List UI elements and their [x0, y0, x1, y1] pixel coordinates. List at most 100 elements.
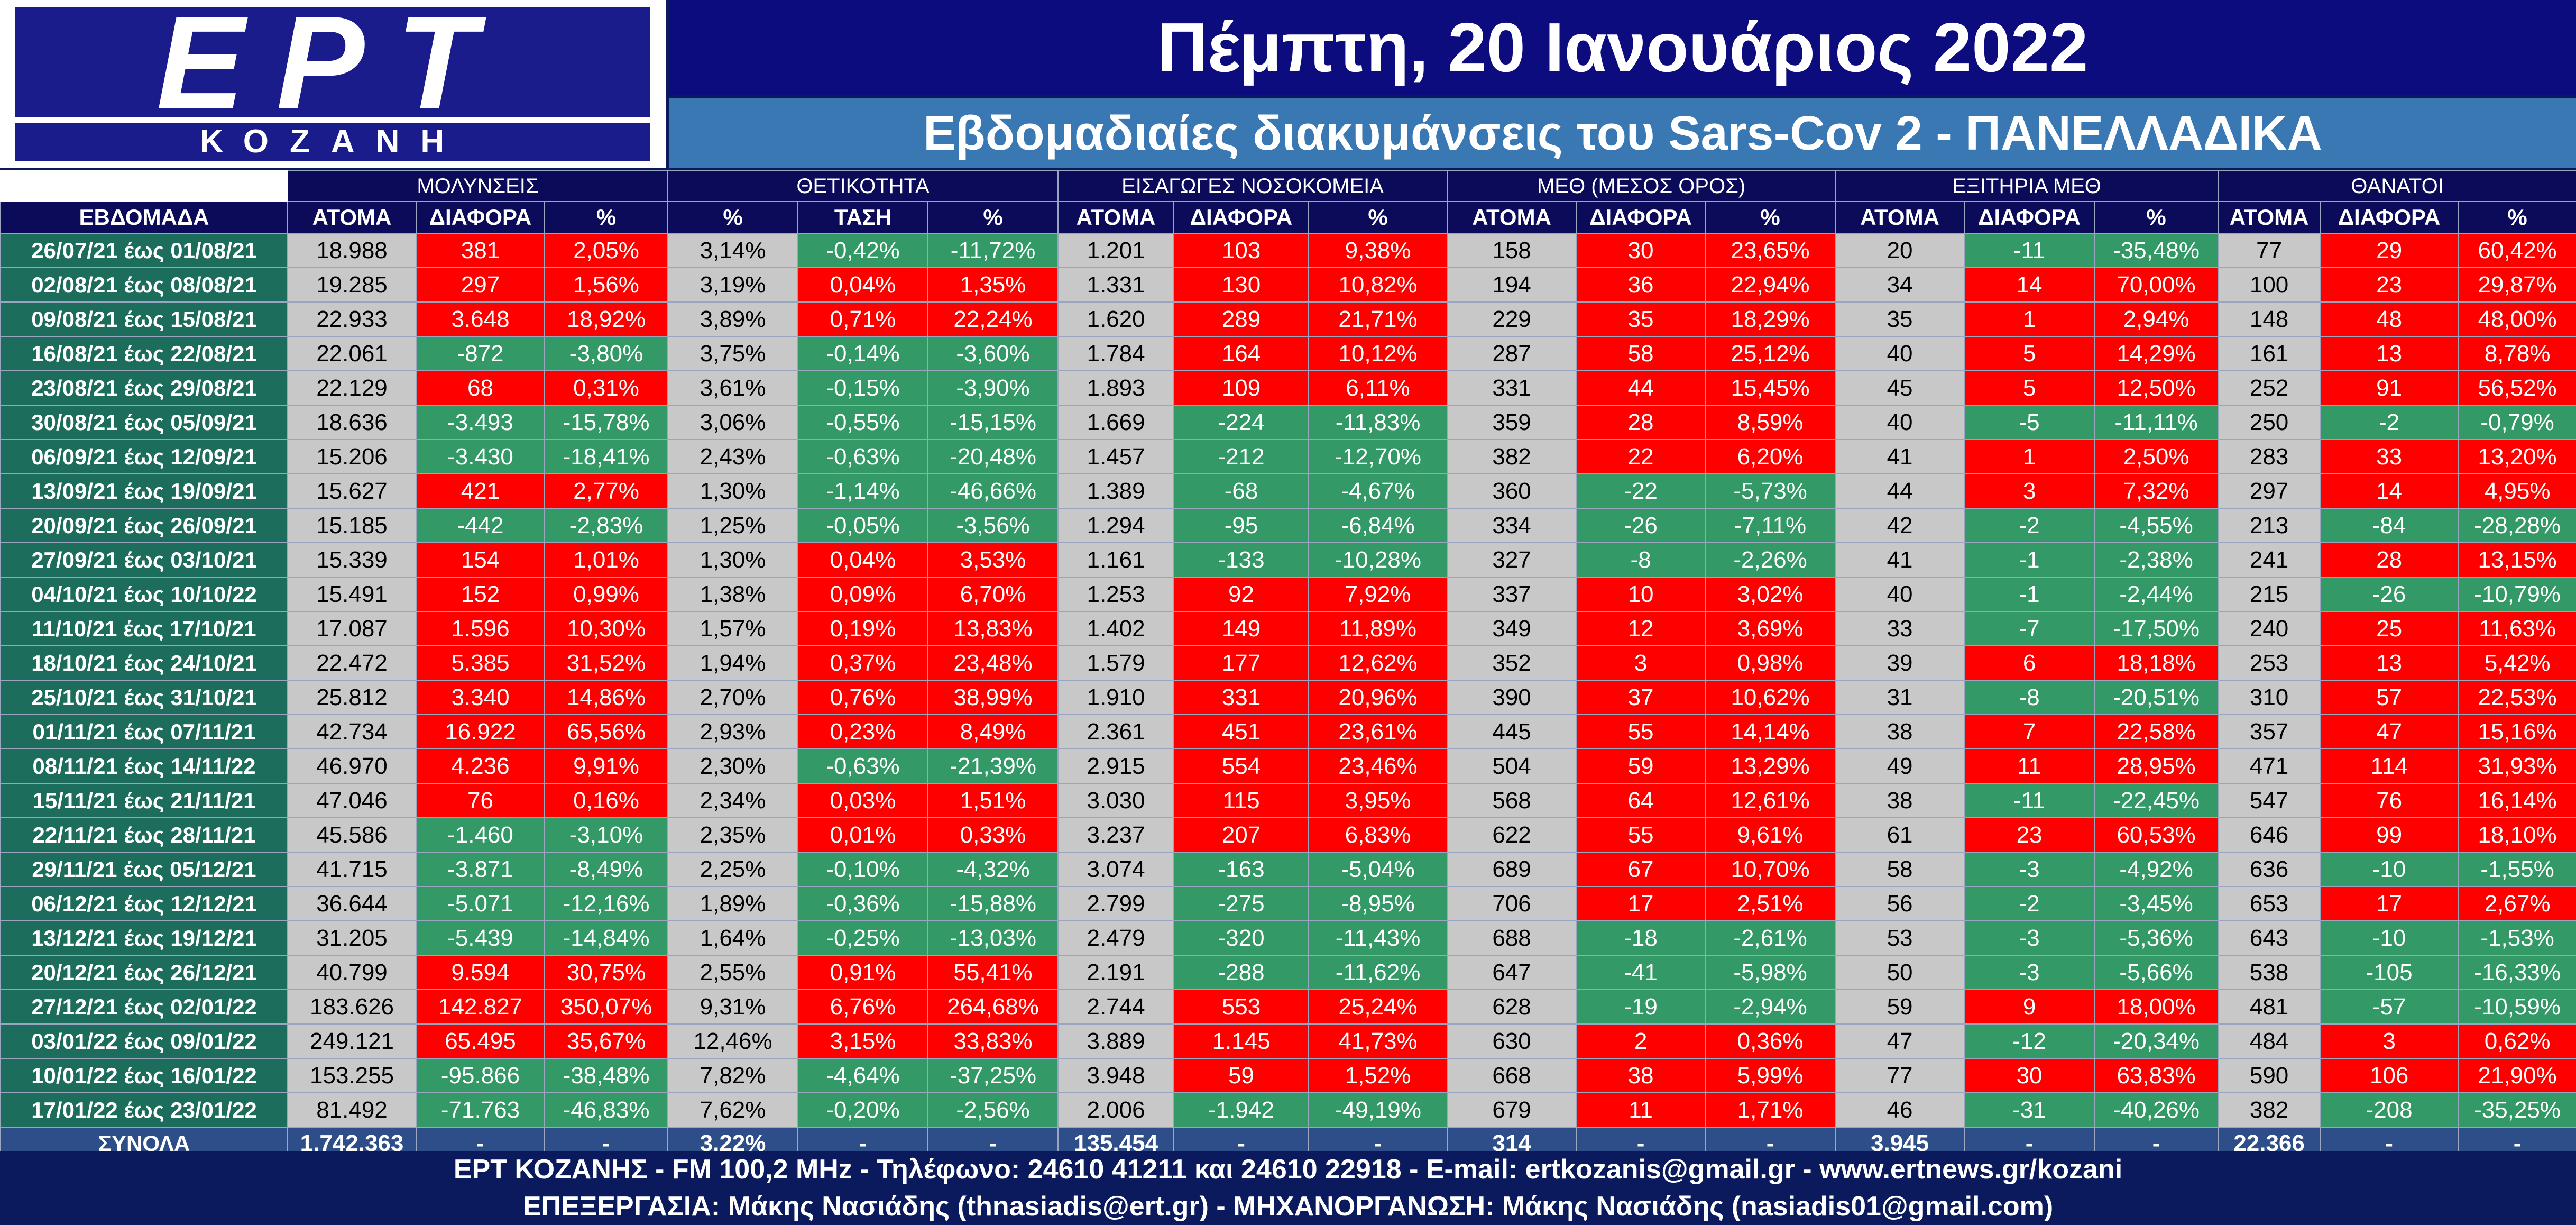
- week-label: 30/08/21 έως 05/09/21: [0, 405, 288, 440]
- table-cell: 38: [1835, 714, 1965, 749]
- table-cell: 689: [1447, 852, 1577, 887]
- group-header-blank: [0, 170, 288, 202]
- footer-credits-line: ΕΠΕΞΕΡΓΑΣΙΑ: Μάκης Νασιάδης (thnasiadis@…: [522, 1191, 2054, 1222]
- table-cell: -4,67%: [1308, 473, 1448, 509]
- table-cell: 10,12%: [1308, 336, 1448, 371]
- table-cell: 22,58%: [2094, 714, 2219, 749]
- table-cell: -3: [1964, 852, 2095, 887]
- table-cell: -320: [1173, 920, 1310, 956]
- table-cell: -3,56%: [927, 508, 1059, 543]
- table-cell: -16,33%: [2458, 955, 2576, 990]
- table-cell: -35,25%: [2458, 1092, 2576, 1128]
- logo-main-text: ΕΡΤ: [15, 0, 650, 129]
- page-subtitle: Εβδομαδιαίες διακυμάνσεις του Sars-Cov 2…: [669, 98, 2576, 168]
- table-cell: -872: [416, 336, 545, 371]
- table-cell: 18.988: [287, 233, 417, 268]
- table-cell: 1,52%: [1308, 1058, 1448, 1093]
- table-cell: 30: [1576, 233, 1706, 268]
- table-cell: 622: [1447, 817, 1577, 853]
- table-cell: 21,71%: [1308, 301, 1448, 337]
- week-label: 26/07/21 έως 01/08/21: [0, 233, 288, 268]
- table-cell: 2,25%: [667, 852, 799, 887]
- table-cell: 9,91%: [544, 748, 669, 784]
- table-row: 02/08/21 έως 08/08/21 19.285 297 1,56% 3,19%…: [0, 267, 2576, 303]
- table-cell: 2.191: [1057, 955, 1175, 990]
- table-cell: 31.205: [287, 920, 417, 956]
- table-cell: 50: [1835, 955, 1965, 990]
- week-label: 10/01/22 έως 16/01/22: [0, 1058, 288, 1093]
- table-cell: 41,73%: [1308, 1023, 1448, 1059]
- table-cell: 0,09%: [797, 577, 929, 612]
- table-cell: 1,30%: [667, 473, 799, 509]
- table-cell: 33: [2320, 439, 2459, 474]
- table-row: 29/11/21 έως 05/12/21 41.715 -3.871 -8,49% 2…: [0, 852, 2576, 887]
- table-cell: 46: [1835, 1092, 1965, 1128]
- table-cell: 29: [2320, 233, 2459, 268]
- table-cell: -71.763: [416, 1092, 545, 1128]
- table-cell: 289: [1173, 301, 1310, 337]
- table-cell: -2,83%: [544, 508, 669, 543]
- table-cell: 3,89%: [667, 301, 799, 337]
- table-cell: 76: [2320, 783, 2459, 818]
- column-header-13: ΑΤΟΜΑ: [1835, 201, 1965, 234]
- table-cell: 40: [1835, 336, 1965, 371]
- table-cell: 3,15%: [797, 1023, 929, 1059]
- table-cell: 13: [2320, 336, 2459, 371]
- table-cell: 28: [1576, 405, 1706, 440]
- table-cell: 229: [1447, 301, 1577, 337]
- table-cell: 3,19%: [667, 267, 799, 303]
- table-cell: 2,05%: [544, 233, 669, 268]
- table-cell: -212: [1173, 439, 1310, 474]
- footer: ΕΡΤ ΚΟΖΑΝΗΣ - FM 100,2 MHz - Τηλέφωνο: 2…: [0, 1151, 2576, 1225]
- column-header-7: ΑΤΟΜΑ: [1057, 201, 1175, 234]
- table-cell: 38,99%: [927, 680, 1059, 715]
- table-cell: 100: [2218, 267, 2321, 303]
- table-cell: 8,78%: [2458, 336, 2576, 371]
- table-cell: -3.430: [416, 439, 545, 474]
- table-cell: 18.636: [287, 405, 417, 440]
- table-cell: 5: [1964, 370, 2095, 406]
- table-cell: 2.006: [1057, 1092, 1175, 1128]
- week-label: 16/08/21 έως 22/08/21: [0, 336, 288, 371]
- table-cell: -8,95%: [1308, 886, 1448, 921]
- table-cell: 44: [1576, 370, 1706, 406]
- table-cell: 2,43%: [667, 439, 799, 474]
- table-cell: 12: [1576, 611, 1706, 646]
- table-cell: -0,63%: [797, 439, 929, 474]
- table-cell: 22.129: [287, 370, 417, 406]
- table-cell: 40.799: [287, 955, 417, 990]
- week-label: 27/09/21 έως 03/10/21: [0, 542, 288, 578]
- table-cell: 2,50%: [2094, 439, 2219, 474]
- table-cell: 0,16%: [544, 783, 669, 818]
- table-cell: -0,14%: [797, 336, 929, 371]
- table-cell: 1,57%: [667, 611, 799, 646]
- table-cell: -0,55%: [797, 405, 929, 440]
- table-cell: 554: [1173, 748, 1310, 784]
- table-cell: 34: [1835, 267, 1965, 303]
- table-cell: 1,51%: [927, 783, 1059, 818]
- week-label: 09/08/21 έως 15/08/21: [0, 301, 288, 337]
- week-label: 27/12/21 έως 02/01/22: [0, 989, 288, 1025]
- table-cell: 42.734: [287, 714, 417, 749]
- table-cell: 647: [1447, 955, 1577, 990]
- table-cell: 109: [1173, 370, 1310, 406]
- table-cell: -2,56%: [927, 1092, 1059, 1128]
- table-cell: 1.253: [1057, 577, 1175, 612]
- table-cell: 18,18%: [2094, 645, 2219, 681]
- table-cell: 215: [2218, 577, 2321, 612]
- table-cell: -11,72%: [927, 233, 1059, 268]
- week-label: 11/10/21 έως 17/10/21: [0, 611, 288, 646]
- table-cell: 152: [416, 577, 545, 612]
- table-cell: 161: [2218, 336, 2321, 371]
- table-cell: 2.744: [1057, 989, 1175, 1025]
- column-header-row: ΕΒΔΟΜΑΔΑ ΑΤΟΜΑ ΔΙΑΦΟΡΑ%% ΤΑΣΗ% ΑΤΟΜΑ ΔΙΑΦΟΡΑ%…: [0, 201, 2576, 234]
- table-cell: -2: [1964, 886, 2095, 921]
- table-cell: 61: [1835, 817, 1965, 853]
- table-cell: 349: [1447, 611, 1577, 646]
- table-cell: 63,83%: [2094, 1058, 2219, 1093]
- table-cell: 1,25%: [667, 508, 799, 543]
- table-cell: 33,83%: [927, 1023, 1059, 1059]
- table-cell: 8,59%: [1705, 405, 1836, 440]
- week-label: 01/11/21 έως 07/11/21: [0, 714, 288, 749]
- table-cell: -2,26%: [1705, 542, 1836, 578]
